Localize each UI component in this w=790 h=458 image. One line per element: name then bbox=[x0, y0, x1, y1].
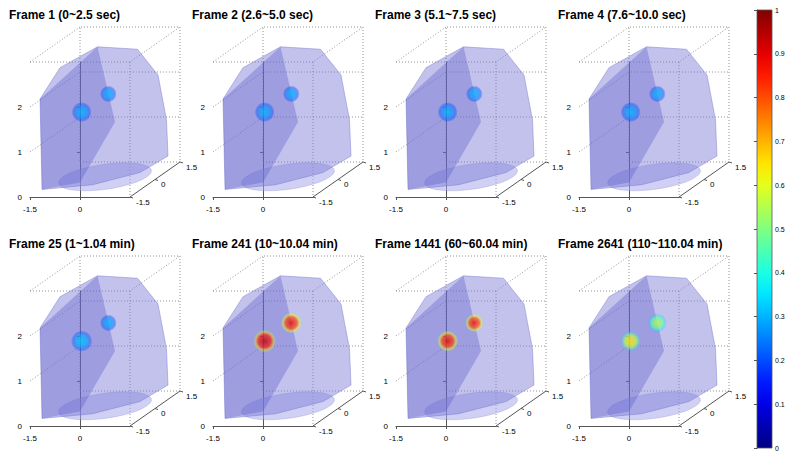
svg-text:1: 1 bbox=[384, 148, 389, 157]
svg-text:0: 0 bbox=[261, 434, 266, 443]
svg-text:1: 1 bbox=[18, 148, 23, 157]
svg-text:1: 1 bbox=[567, 148, 572, 157]
svg-text:2: 2 bbox=[384, 332, 389, 341]
svg-text:0: 0 bbox=[161, 180, 166, 189]
svg-text:Frame 241 (10~10.04 min): Frame 241 (10~10.04 min) bbox=[192, 237, 338, 251]
svg-text:-1.5: -1.5 bbox=[23, 205, 37, 214]
svg-text:Frame 1441 (60~60.04 min): Frame 1441 (60~60.04 min) bbox=[375, 237, 527, 251]
svg-text:-1.5: -1.5 bbox=[206, 434, 220, 443]
svg-text:2: 2 bbox=[201, 103, 206, 112]
svg-text:2: 2 bbox=[384, 103, 389, 112]
svg-text:-1.5: -1.5 bbox=[572, 205, 586, 214]
svg-text:0: 0 bbox=[627, 434, 632, 443]
svg-text:0: 0 bbox=[384, 193, 389, 202]
svg-text:1.5: 1.5 bbox=[735, 392, 747, 401]
svg-text:Frame 4 (7.6~10.0 sec): Frame 4 (7.6~10.0 sec) bbox=[558, 8, 686, 22]
svg-text:0.9: 0.9 bbox=[775, 50, 785, 57]
svg-text:-1.5: -1.5 bbox=[23, 434, 37, 443]
svg-text:0: 0 bbox=[527, 409, 532, 418]
svg-text:0: 0 bbox=[775, 445, 779, 452]
svg-text:2: 2 bbox=[567, 332, 572, 341]
svg-text:-1.5: -1.5 bbox=[319, 198, 333, 207]
svg-text:0.3: 0.3 bbox=[775, 313, 785, 320]
svg-text:2: 2 bbox=[201, 332, 206, 341]
svg-text:Frame 3 (5.1~7.5 sec): Frame 3 (5.1~7.5 sec) bbox=[375, 8, 496, 22]
svg-text:0.5: 0.5 bbox=[775, 226, 785, 233]
svg-text:0: 0 bbox=[567, 193, 572, 202]
svg-text:1.5: 1.5 bbox=[552, 392, 564, 401]
svg-text:1: 1 bbox=[201, 377, 206, 386]
svg-text:1.5: 1.5 bbox=[186, 392, 198, 401]
svg-text:0: 0 bbox=[567, 422, 572, 431]
svg-text:1.5: 1.5 bbox=[552, 163, 564, 172]
svg-text:0.7: 0.7 bbox=[775, 138, 785, 145]
svg-text:Frame 2 (2.6~5.0 sec): Frame 2 (2.6~5.0 sec) bbox=[192, 8, 313, 22]
svg-text:0: 0 bbox=[444, 205, 449, 214]
svg-text:1.5: 1.5 bbox=[186, 163, 198, 172]
svg-text:-1.5: -1.5 bbox=[502, 198, 516, 207]
svg-text:-1.5: -1.5 bbox=[319, 427, 333, 436]
svg-text:1: 1 bbox=[567, 377, 572, 386]
svg-text:1: 1 bbox=[201, 148, 206, 157]
svg-text:0.6: 0.6 bbox=[775, 182, 785, 189]
svg-text:1.5: 1.5 bbox=[369, 163, 381, 172]
svg-text:Frame 1 (0~2.5 sec): Frame 1 (0~2.5 sec) bbox=[9, 8, 120, 22]
svg-text:0: 0 bbox=[78, 434, 83, 443]
svg-text:1.5: 1.5 bbox=[369, 392, 381, 401]
svg-text:0: 0 bbox=[18, 422, 23, 431]
svg-text:1: 1 bbox=[775, 7, 779, 14]
svg-text:2: 2 bbox=[18, 103, 23, 112]
svg-text:0.1: 0.1 bbox=[775, 401, 785, 408]
svg-text:Frame 25 (1~1.04 min): Frame 25 (1~1.04 min) bbox=[9, 237, 135, 251]
svg-text:1: 1 bbox=[384, 377, 389, 386]
svg-text:0: 0 bbox=[444, 434, 449, 443]
svg-text:0: 0 bbox=[201, 422, 206, 431]
svg-text:1: 1 bbox=[18, 377, 23, 386]
svg-text:0: 0 bbox=[710, 409, 715, 418]
svg-text:-1.5: -1.5 bbox=[685, 427, 699, 436]
svg-text:-1.5: -1.5 bbox=[389, 205, 403, 214]
svg-text:0: 0 bbox=[344, 180, 349, 189]
svg-text:0: 0 bbox=[527, 180, 532, 189]
svg-text:0: 0 bbox=[344, 409, 349, 418]
svg-text:0.2: 0.2 bbox=[775, 357, 785, 364]
svg-text:0: 0 bbox=[78, 205, 83, 214]
svg-text:-1.5: -1.5 bbox=[136, 427, 150, 436]
svg-text:2: 2 bbox=[18, 332, 23, 341]
svg-text:0: 0 bbox=[710, 180, 715, 189]
svg-text:0: 0 bbox=[201, 193, 206, 202]
svg-text:0: 0 bbox=[384, 422, 389, 431]
svg-text:-1.5: -1.5 bbox=[389, 434, 403, 443]
svg-text:0.4: 0.4 bbox=[775, 269, 785, 276]
svg-text:2: 2 bbox=[567, 103, 572, 112]
svg-text:0: 0 bbox=[261, 205, 266, 214]
svg-text:-1.5: -1.5 bbox=[136, 198, 150, 207]
svg-text:-1.5: -1.5 bbox=[206, 205, 220, 214]
svg-text:-1.5: -1.5 bbox=[685, 198, 699, 207]
svg-text:0: 0 bbox=[161, 409, 166, 418]
svg-text:-1.5: -1.5 bbox=[572, 434, 586, 443]
svg-text:0.8: 0.8 bbox=[775, 94, 785, 101]
svg-text:1.5: 1.5 bbox=[735, 163, 747, 172]
svg-text:-1.5: -1.5 bbox=[502, 427, 516, 436]
svg-text:Frame 2641 (110~110.04 min): Frame 2641 (110~110.04 min) bbox=[558, 237, 722, 251]
svg-text:0: 0 bbox=[627, 205, 632, 214]
svg-text:0: 0 bbox=[18, 193, 23, 202]
